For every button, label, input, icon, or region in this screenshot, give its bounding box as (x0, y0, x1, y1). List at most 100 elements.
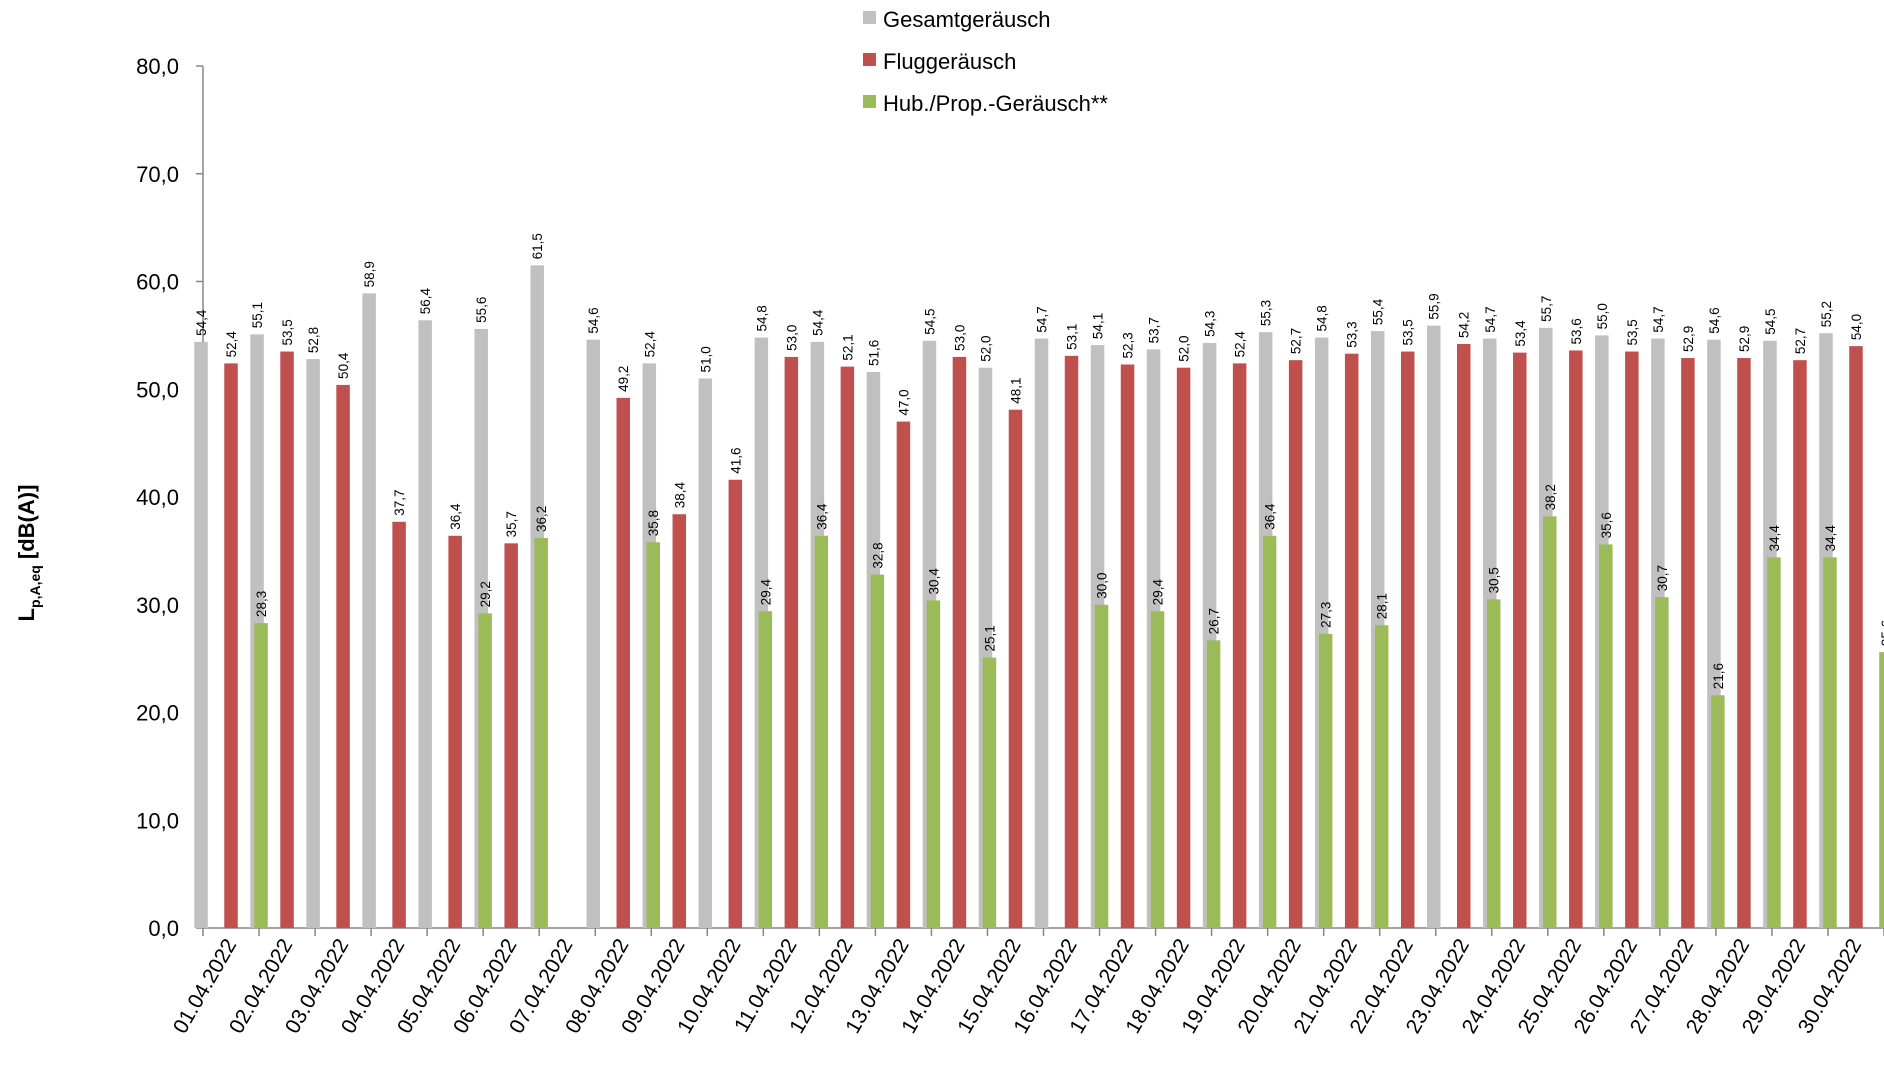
bar (306, 359, 320, 929)
bar (1849, 346, 1863, 928)
bar (1599, 544, 1613, 928)
bar (336, 384, 350, 928)
data-label: 55,4 (1371, 298, 1386, 325)
data-label: 52,9 (1737, 326, 1752, 352)
bar (646, 542, 660, 928)
data-label: 55,9 (1427, 293, 1442, 319)
bar (1288, 360, 1303, 929)
y-tick-label: 20,0 (136, 701, 179, 726)
data-label: 54,8 (754, 305, 769, 331)
data-label: 54,7 (1035, 306, 1050, 332)
data-label: 47,0 (896, 389, 911, 415)
bar (1120, 364, 1135, 928)
bar (280, 351, 294, 929)
bar (840, 366, 855, 928)
data-label: 30,0 (1095, 572, 1110, 598)
bars (194, 265, 1884, 929)
y-tick-label: 0,0 (148, 916, 179, 941)
data-label: 54,4 (194, 309, 209, 336)
data-label: 55,2 (1819, 301, 1834, 327)
legend-label: Gesamtgeräusch (883, 7, 1051, 32)
data-label: 36,4 (448, 503, 463, 530)
data-label: 35,6 (1599, 512, 1614, 538)
data-label: 53,4 (1513, 320, 1528, 347)
data-label: 52,1 (840, 334, 855, 360)
y-axis-title-unit: [dB(A)] (14, 485, 39, 566)
bar (1625, 351, 1639, 929)
legend-label: Hub./Prop.-Geräusch** (883, 91, 1108, 116)
data-label: 54,5 (922, 308, 937, 334)
data-label: 28,3 (254, 591, 269, 617)
data-label: 55,7 (1539, 296, 1554, 322)
data-label: 52,7 (1289, 328, 1304, 354)
data-label: 54,4 (810, 309, 825, 336)
data-label: 54,5 (1763, 308, 1778, 334)
bar (728, 479, 743, 928)
bar (534, 537, 548, 928)
bar (926, 600, 941, 928)
data-label: 34,4 (1823, 525, 1838, 552)
data-label: 41,6 (728, 447, 743, 473)
bar (1681, 358, 1695, 928)
bar (1008, 409, 1023, 928)
bar (1767, 557, 1781, 928)
bar (672, 514, 687, 928)
legend: Gesamtgeräusch Fluggeräusch Hub./Prop.-Ger… (863, 7, 1108, 116)
data-label: 53,0 (952, 325, 967, 351)
bar (1543, 516, 1557, 928)
data-label: 49,2 (616, 366, 631, 392)
bar (586, 339, 600, 928)
bar (1711, 695, 1725, 928)
bar (194, 341, 208, 929)
y-tick-label: 10,0 (136, 808, 179, 833)
y-tick-label: 40,0 (136, 485, 179, 510)
data-label: 61,5 (530, 233, 545, 259)
data-label: 53,7 (1147, 317, 1162, 343)
bar (1318, 633, 1333, 928)
data-label: 52,4 (224, 331, 239, 358)
bar (1232, 363, 1247, 928)
data-label: 54,8 (1315, 305, 1330, 331)
data-label: 52,0 (978, 335, 993, 361)
legend-swatch (863, 11, 876, 24)
data-label: 52,0 (1177, 335, 1192, 361)
bar (224, 363, 238, 928)
bar (1655, 597, 1669, 928)
data-label: 25,6 (1879, 620, 1884, 646)
data-label: 30,7 (1655, 565, 1670, 591)
data-label: 50,4 (336, 352, 351, 379)
bar (1513, 352, 1527, 928)
data-label: 36,4 (1263, 503, 1278, 530)
bar (1262, 535, 1277, 928)
bar (1793, 360, 1807, 929)
data-label: 53,6 (1569, 318, 1584, 344)
data-label: 54,2 (1457, 312, 1472, 338)
data-label: 52,4 (1233, 331, 1248, 358)
legend-swatch (863, 95, 876, 108)
bar (1064, 355, 1079, 928)
data-label: 52,7 (1793, 328, 1808, 354)
bar (392, 521, 406, 928)
data-label: 35,7 (504, 511, 519, 537)
y-axis-title: Lp,A,eq [dB(A)] (14, 485, 43, 622)
bar (1737, 358, 1751, 928)
data-label: 32,8 (870, 542, 885, 568)
bar (896, 421, 911, 928)
bar (1457, 343, 1471, 928)
bar (1206, 640, 1221, 928)
data-label: 38,4 (672, 481, 687, 508)
data-label: 21,6 (1711, 663, 1726, 689)
data-label: 54,1 (1091, 313, 1106, 339)
bar (362, 293, 376, 928)
data-label: 54,6 (586, 307, 601, 333)
bar (478, 613, 492, 928)
data-label: 37,7 (392, 490, 407, 516)
data-label: 25,1 (982, 625, 997, 651)
bar (1823, 557, 1837, 928)
data-label: 53,1 (1065, 324, 1080, 350)
bar (1569, 350, 1583, 929)
bar (758, 611, 773, 928)
bar (1150, 611, 1165, 928)
